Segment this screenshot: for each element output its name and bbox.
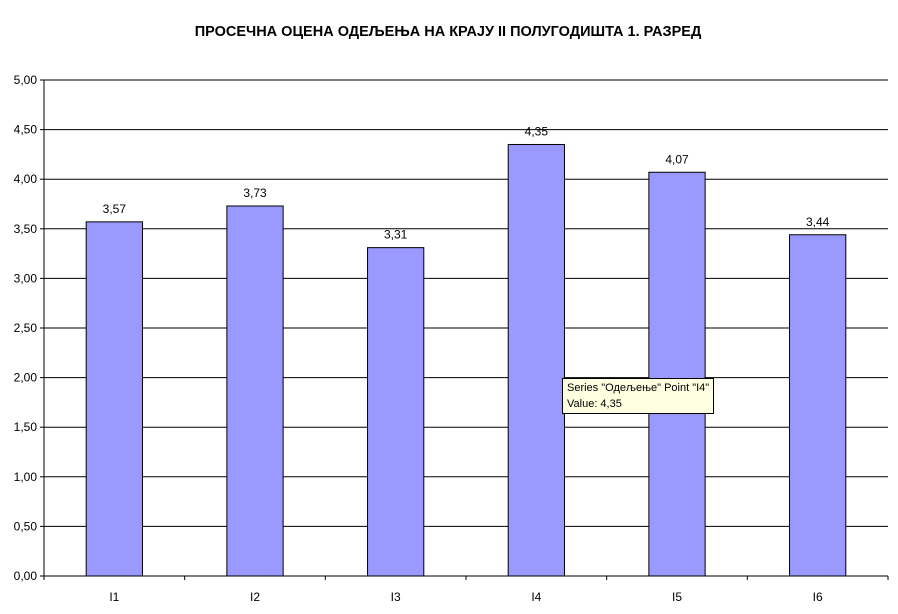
bar — [789, 234, 847, 577]
y-tick-label: 4,50 — [14, 123, 38, 137]
tooltip-value-line: Value: 4,35 — [567, 398, 622, 410]
y-tick-label: 3,50 — [14, 222, 38, 236]
x-tick-label: I1 — [109, 590, 119, 604]
bars — [85, 143, 847, 577]
y-tick-label: 1,00 — [14, 470, 38, 484]
x-tick-label: I6 — [813, 590, 823, 604]
gridlines — [44, 79, 888, 577]
bar — [367, 247, 425, 577]
y-tick-label: 0,50 — [14, 519, 38, 533]
data-label: 3,44 — [806, 215, 830, 229]
x-tick-label: I4 — [531, 590, 541, 604]
y-tick-label: 0,00 — [14, 569, 38, 583]
y-tick-label: 3,00 — [14, 271, 38, 285]
bar — [226, 205, 284, 577]
bar — [648, 171, 706, 577]
y-tick-label: 4,00 — [14, 172, 38, 186]
y-tick-label: 2,00 — [14, 371, 38, 385]
y-tick-label: 5,00 — [14, 73, 38, 87]
series-tooltip: Series "Одељење" Point "I4" Value: 4,35 — [562, 378, 715, 414]
bar — [85, 221, 143, 577]
bar — [507, 143, 565, 577]
data-labels: 3,57 3,73 3,31 4,35 4,07 3,44 — [103, 124, 830, 241]
y-tick-label: 2,50 — [14, 321, 38, 335]
x-tick-label: I5 — [672, 590, 682, 604]
data-label: 3,73 — [243, 186, 267, 200]
data-label: 3,31 — [384, 228, 408, 242]
y-tick-label: 1,50 — [14, 420, 38, 434]
data-label: 4,35 — [525, 124, 549, 138]
tooltip-series-line: Series "Одељење" Point "I4" — [567, 382, 710, 394]
x-tick-label: I3 — [391, 590, 401, 604]
chart-title: ПРОСЕЧНА ОЦЕНА ОДЕЉЕЊА НА КРАЈУ II ПОЛУГ… — [195, 24, 702, 40]
data-label: 3,57 — [103, 202, 127, 216]
data-label: 4,07 — [665, 152, 689, 166]
axes: 0,00 0,50 1,00 1,50 2,00 2,50 3,00 3,50 4,00 4,50… — [14, 73, 889, 604]
x-tick-label: I2 — [250, 590, 260, 604]
